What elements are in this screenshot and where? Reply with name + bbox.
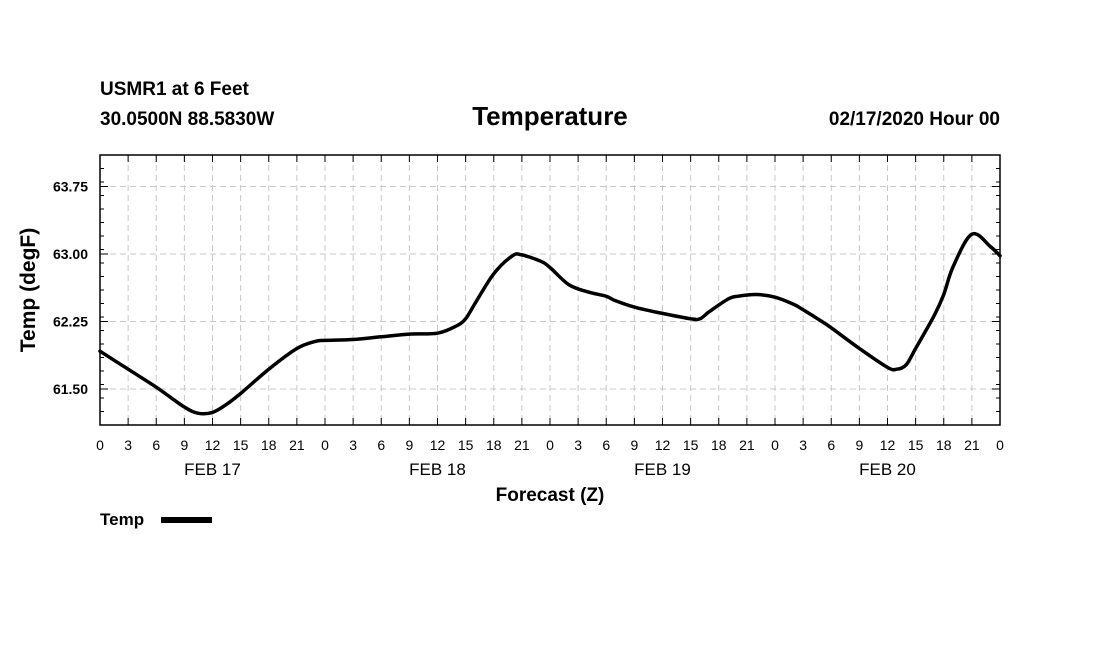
axis-ticks: 0 3 6 9 12 15 18 21 0 3 6 9 12 15 18 21 0 3 6 9 12 15 18 21 0 3 6 9… [53,154,1004,479]
x-tick-label: 15 [458,437,474,453]
x-tick-label: 0 [546,437,554,453]
x-tick-label: 0 [996,437,1004,453]
x-tick-label: 12 [205,437,221,453]
station-label: USMR1 at 6 Feet [100,79,250,100]
x-tick-label: 6 [827,437,835,453]
x-tick-label: 0 [321,437,329,453]
chart-title: Temperature [472,101,628,131]
x-tick-label: 21 [514,437,530,453]
x-tick-label: 6 [152,437,160,453]
x-tick-label: 9 [405,437,413,453]
x-tick-label: 9 [180,437,188,453]
x-tick-label: 0 [771,437,779,453]
x-tick-label: 15 [908,437,924,453]
y-tick-label: 62.25 [53,314,88,330]
x-tick-label: 15 [233,437,249,453]
x-tick-label: 18 [261,437,277,453]
y-axis-title: Temp (degF) [17,228,40,352]
x-tick-label: 21 [739,437,755,453]
plot-frame [99,154,1001,426]
coords-label: 30.0500N 88.5830W [100,109,274,130]
day-label: FEB 18 [409,460,466,479]
x-tick-label: 6 [602,437,610,453]
x-tick-label: 21 [289,437,305,453]
day-label: FEB 17 [184,460,241,479]
x-tick-label: 21 [964,437,980,453]
legend: Temp [100,510,212,529]
temp-series-line [98,231,1002,416]
x-tick-label: 0 [96,437,104,453]
x-tick-label: 18 [936,437,952,453]
y-tick-label: 63.00 [53,246,88,262]
x-tick-label: 3 [124,437,132,453]
run-label: 02/17/2020 Hour 00 [829,109,1000,130]
legend-label: Temp [100,510,144,529]
x-tick-label: 9 [855,437,863,453]
x-tick-label: 9 [630,437,638,453]
grid [100,155,1000,425]
x-tick-label: 15 [683,437,699,453]
y-tick-label: 63.75 [53,179,88,195]
x-tick-label: 18 [711,437,727,453]
series-layer [98,231,1002,416]
x-tick-label: 6 [377,437,385,453]
x-axis-title: Forecast (Z) [496,485,605,506]
y-tick-label: 61.50 [53,381,88,397]
x-tick-label: 3 [574,437,582,453]
x-tick-label: 12 [880,437,896,453]
day-label: FEB 19 [634,460,691,479]
x-tick-label: 3 [349,437,357,453]
day-label: FEB 20 [859,460,916,479]
x-tick-label: 12 [430,437,446,453]
x-tick-label: 18 [486,437,502,453]
x-tick-label: 3 [799,437,807,453]
x-tick-label: 12 [655,437,671,453]
